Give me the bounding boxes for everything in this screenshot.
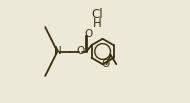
Text: O: O	[101, 59, 109, 69]
Text: N: N	[54, 46, 61, 57]
Text: O: O	[85, 29, 93, 39]
Text: Cl: Cl	[91, 8, 103, 21]
Text: O: O	[76, 46, 84, 57]
Text: H: H	[93, 17, 101, 30]
